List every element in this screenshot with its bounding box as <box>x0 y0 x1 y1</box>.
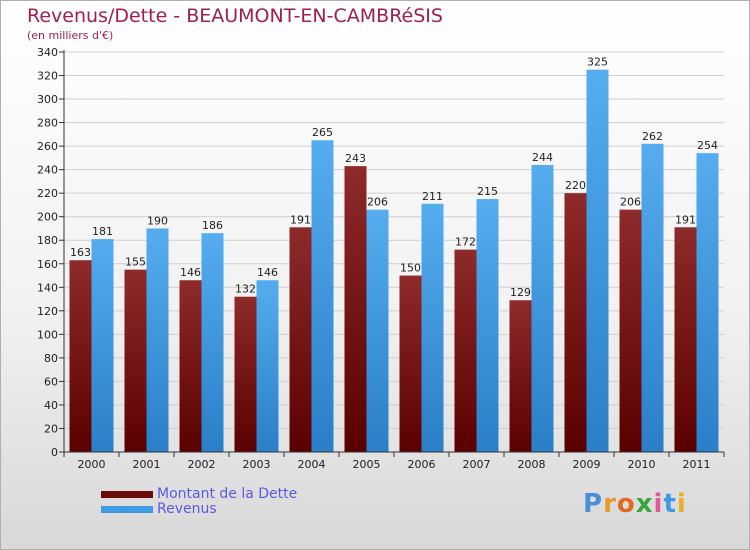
data-label: 211 <box>422 190 443 203</box>
revenus-bar <box>366 209 389 452</box>
y-tick-label: 80 <box>44 352 58 365</box>
chart-subtitle: (en milliers d'€) <box>27 29 114 42</box>
y-tick-label: 220 <box>37 187 58 200</box>
data-label: 163 <box>70 246 91 259</box>
x-tick-label: 2006 <box>408 458 436 471</box>
logo-letter: x <box>635 489 654 519</box>
revenus-bar <box>696 153 719 453</box>
legend-label-revenus: Revenus <box>157 501 217 517</box>
x-tick-label: 2009 <box>573 458 601 471</box>
legend-swatch-debt <box>101 491 153 498</box>
debt-bar <box>124 269 147 452</box>
x-tick-label: 2002 <box>188 458 216 471</box>
data-label: 191 <box>290 213 311 226</box>
x-tick-label: 2004 <box>298 458 326 471</box>
y-tick-label: 60 <box>44 375 58 388</box>
debt-bar <box>454 249 477 452</box>
data-label: 146 <box>180 266 201 279</box>
logo-letter: i <box>653 489 664 519</box>
x-tick-label: 2007 <box>463 458 491 471</box>
x-tick-label: 2003 <box>243 458 271 471</box>
x-tick-label: 2010 <box>628 458 656 471</box>
proxiti-logo: Proxiti <box>583 489 687 519</box>
revenus-bar <box>641 143 664 452</box>
y-tick-label: 300 <box>37 93 58 106</box>
debt-bar <box>399 275 422 452</box>
y-tick-label: 0 <box>51 446 58 459</box>
data-label: 215 <box>477 185 498 198</box>
revenus-bar <box>531 164 554 453</box>
y-tick-label: 200 <box>37 211 58 224</box>
logo-letter: o <box>616 489 636 519</box>
x-tick-label: 2000 <box>78 458 106 471</box>
y-tick-label: 180 <box>37 234 58 247</box>
revenus-bar <box>311 140 334 452</box>
debt-bar <box>344 166 367 452</box>
page-title: Revenus/Dette - BEAUMONT-EN-CAMBRéSIS <box>27 5 443 27</box>
x-tick-label: 2011 <box>683 458 711 471</box>
data-label: 254 <box>697 139 718 152</box>
axes: 0 20 40 60 80 100 120 140 160 180 200 220 240 260 280 3… <box>37 46 725 471</box>
data-label: 186 <box>202 219 223 232</box>
y-tick-label: 280 <box>37 117 58 130</box>
data-label: 265 <box>312 126 333 139</box>
logo-letter: P <box>583 489 604 519</box>
debt-bar <box>674 227 697 452</box>
revenus-bar <box>146 228 169 452</box>
y-tick-label: 320 <box>37 70 58 83</box>
y-tick-label: 100 <box>37 328 58 341</box>
data-label: 325 <box>587 56 608 69</box>
data-label: 191 <box>675 213 696 226</box>
y-tick-label: 260 <box>37 140 58 153</box>
data-label: 190 <box>147 214 168 227</box>
data-label: 181 <box>92 225 113 238</box>
y-tick-label: 240 <box>37 164 58 177</box>
logo-letter: r <box>603 489 617 519</box>
y-tick-label: 40 <box>44 399 58 412</box>
y-tick-label: 120 <box>37 305 58 318</box>
x-tick-label: 2001 <box>133 458 161 471</box>
debt-bar <box>509 300 532 452</box>
legend-swatch-revenus <box>101 506 153 513</box>
revenus-bar <box>476 199 499 452</box>
x-tick-label: 2008 <box>518 458 546 471</box>
debt-bar <box>179 280 202 452</box>
revenus-bar <box>91 239 114 452</box>
data-label: 172 <box>455 236 476 249</box>
data-label: 129 <box>510 286 531 299</box>
x-tick-label: 2005 <box>353 458 381 471</box>
data-label: 262 <box>642 130 663 143</box>
logo-letter: i <box>676 489 687 519</box>
debt-bar <box>619 209 642 452</box>
revenus-bar <box>586 69 609 452</box>
debt-bar <box>289 227 312 452</box>
y-tick-label: 140 <box>37 281 58 294</box>
y-tick-label: 160 <box>37 258 58 271</box>
debt-bar <box>69 260 92 452</box>
data-label: 220 <box>565 179 586 192</box>
bars: 1631811551901461861321461912652432061502… <box>69 56 719 453</box>
data-label: 206 <box>367 196 388 209</box>
data-label: 243 <box>345 152 366 165</box>
revenus-bar <box>256 280 279 452</box>
revenus-bar <box>421 203 444 452</box>
debt-bar <box>234 296 257 452</box>
legend-label-debt: Montant de la Dette <box>157 486 298 502</box>
data-label: 206 <box>620 196 641 209</box>
y-tick-label: 340 <box>37 46 58 59</box>
logo-letter: t <box>663 489 677 519</box>
data-label: 132 <box>235 283 256 296</box>
data-label: 146 <box>257 266 278 279</box>
debt-bar <box>564 193 587 453</box>
data-label: 155 <box>125 256 146 269</box>
revenus-bar <box>201 233 224 452</box>
grid-lines <box>64 51 724 429</box>
data-label: 150 <box>400 262 421 275</box>
y-tick-label: 20 <box>44 422 58 435</box>
data-label: 244 <box>532 151 553 164</box>
